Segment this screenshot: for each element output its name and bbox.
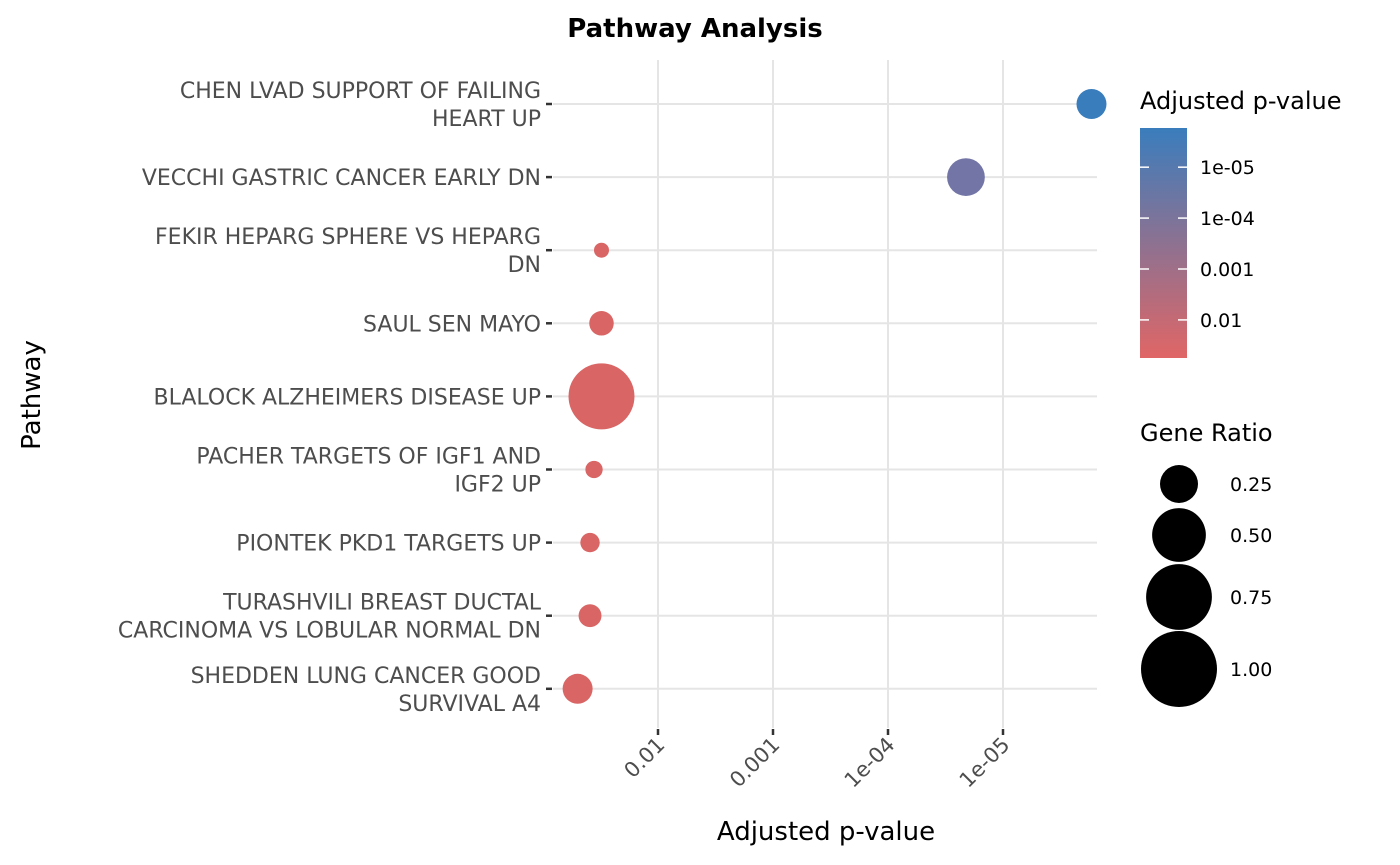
y-axis-title: Pathway (17, 340, 47, 450)
data-point (947, 158, 985, 196)
legend-adjusted-p-value: Adjusted p-value 1e-05 1e-04 0.001 0.01 (1140, 87, 1341, 358)
legend-size-label: 1.00 (1230, 659, 1272, 681)
grid-layer (553, 60, 1097, 728)
y-tick-label: SURVIVAL A4 (398, 692, 541, 717)
colorbar-tick-label: 0.001 (1200, 259, 1254, 281)
legend-size-circle (1160, 465, 1198, 503)
y-tick-label: PIONTEK PKD1 TARGETS UP (236, 532, 541, 557)
x-tick-label: 1e-05 (955, 733, 1015, 793)
y-tick-label: BLALOCK ALZHEIMERS DISEASE UP (154, 385, 541, 410)
colorbar-tick-label: 0.01 (1200, 310, 1242, 332)
legend-size-label: 0.50 (1230, 525, 1272, 547)
legend-color-title: Adjusted p-value (1140, 87, 1341, 115)
legend-size-circle (1152, 508, 1206, 562)
data-point (589, 311, 614, 336)
x-tick-label: 0.01 (619, 733, 669, 783)
chart-title: Pathway Analysis (567, 14, 823, 44)
y-tick-label: IGF2 UP (454, 473, 541, 498)
y-tick-label: FEKIR HEPARG SPHERE VS HEPARG (155, 225, 541, 250)
y-tick-label: HEART UP (432, 107, 541, 132)
y-tick-label: SAUL SEN MAYO (363, 312, 541, 337)
x-axis-title: Adjusted p-value (717, 817, 935, 847)
legend-size-label: 0.25 (1230, 474, 1272, 496)
legend-colorbar-ticks: 1e-05 1e-04 0.001 0.01 (1140, 157, 1255, 332)
x-tick-label: 1e-04 (840, 733, 900, 793)
data-point (562, 673, 593, 704)
y-tick-label: DN (508, 253, 541, 278)
colorbar-tick-label: 1e-04 (1200, 208, 1255, 230)
data-point (1076, 89, 1107, 119)
y-tick-label: SHEDDEN LUNG CANCER GOOD (191, 664, 541, 689)
y-tick-label: TURASHVILI BREAST DUCTAL (222, 591, 542, 616)
legend-colorbar (1140, 128, 1187, 358)
data-point (580, 532, 600, 553)
data-point (593, 242, 609, 258)
y-tick-label: CHEN LVAD SUPPORT OF FAILING (180, 79, 541, 104)
point-layer (562, 89, 1107, 704)
legend-size-title: Gene Ratio (1140, 419, 1273, 447)
legend-size-circle (1141, 631, 1217, 707)
y-axis-labels: CHEN LVAD SUPPORT OF FAILING HEART UP VECC… (118, 79, 552, 717)
x-axis-ticks: 0.01 0.001 1e-04 1e-05 (619, 729, 1015, 793)
data-point (578, 604, 602, 628)
legend-size-label: 0.75 (1230, 587, 1272, 609)
x-tick-label: 0.001 (725, 733, 784, 792)
legend-size-circle (1146, 564, 1212, 630)
legend-size-entries: 0.25 0.50 0.75 1.00 (1141, 465, 1272, 707)
data-point (568, 363, 635, 430)
colorbar-tick-label: 1e-05 (1200, 157, 1255, 179)
data-point (585, 460, 603, 479)
legend-gene-ratio: Gene Ratio 0.25 0.50 0.75 1.00 (1140, 419, 1273, 707)
y-tick-label: VECCHI GASTRIC CANCER EARLY DN (142, 166, 541, 191)
y-tick-label: CARCINOMA VS LOBULAR NORMAL DN (118, 619, 541, 644)
y-tick-label: PACHER TARGETS OF IGF1 AND (196, 445, 541, 470)
